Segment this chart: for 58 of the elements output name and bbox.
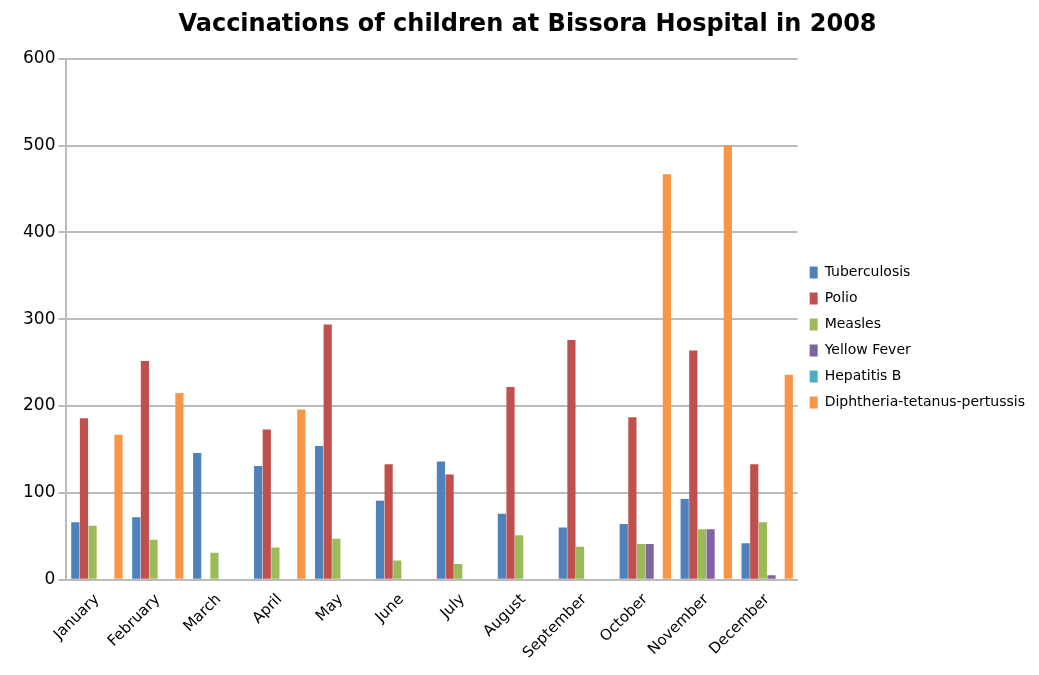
bar — [210, 552, 219, 579]
bar — [636, 544, 646, 579]
bar — [706, 529, 715, 579]
bar — [149, 539, 158, 579]
bar — [193, 452, 202, 579]
bar — [454, 564, 463, 579]
bar — [314, 445, 324, 579]
bar — [436, 461, 446, 579]
bar — [567, 340, 576, 579]
bar — [262, 429, 271, 579]
bar — [628, 417, 637, 579]
legend-label: Hepatitis B — [824, 367, 902, 384]
y-tick-label: 600 — [22, 47, 56, 68]
y-tick-label: 200 — [22, 394, 56, 415]
bar — [332, 538, 341, 579]
bar — [515, 535, 524, 579]
bar — [114, 434, 123, 579]
bar — [619, 524, 628, 579]
bar — [497, 513, 506, 579]
legend-label: Diphtheria-tetanus-pertussis — [824, 393, 1026, 410]
bar — [297, 409, 306, 579]
legend-label: Polio — [824, 289, 858, 306]
bar — [132, 517, 141, 579]
legend-label: Tuberculosis — [823, 263, 911, 280]
bar — [88, 525, 97, 579]
bar — [697, 529, 707, 579]
bar — [767, 575, 776, 579]
bar — [680, 498, 689, 579]
legend-label: Measles — [824, 315, 882, 332]
y-tick-label: 100 — [22, 481, 56, 502]
bar — [175, 393, 184, 579]
bar — [758, 522, 767, 579]
y-tick-label: 400 — [22, 220, 56, 241]
bar — [271, 547, 280, 579]
y-tick-label: 0 — [44, 568, 56, 589]
legend-label: Yellow Fever — [823, 341, 912, 358]
bar — [79, 418, 89, 579]
bar — [558, 527, 567, 579]
bar — [575, 546, 585, 579]
y-tick-label: 500 — [22, 134, 56, 155]
bar — [71, 522, 80, 579]
bar — [393, 560, 402, 579]
bar — [645, 544, 654, 579]
bar — [662, 174, 672, 579]
bar — [323, 324, 332, 579]
bar — [750, 464, 759, 579]
bar — [384, 464, 393, 579]
bar — [784, 374, 793, 579]
bar — [254, 465, 263, 579]
bar — [723, 145, 732, 579]
bar — [445, 474, 454, 579]
chart-title: Vaccinations of children at Bissora Hospital in 2008 — [178, 8, 877, 37]
bar — [689, 350, 698, 579]
y-tick-label: 300 — [22, 307, 56, 328]
bar — [506, 386, 515, 579]
bar — [140, 360, 149, 579]
bar — [741, 543, 750, 579]
bar — [375, 500, 385, 579]
